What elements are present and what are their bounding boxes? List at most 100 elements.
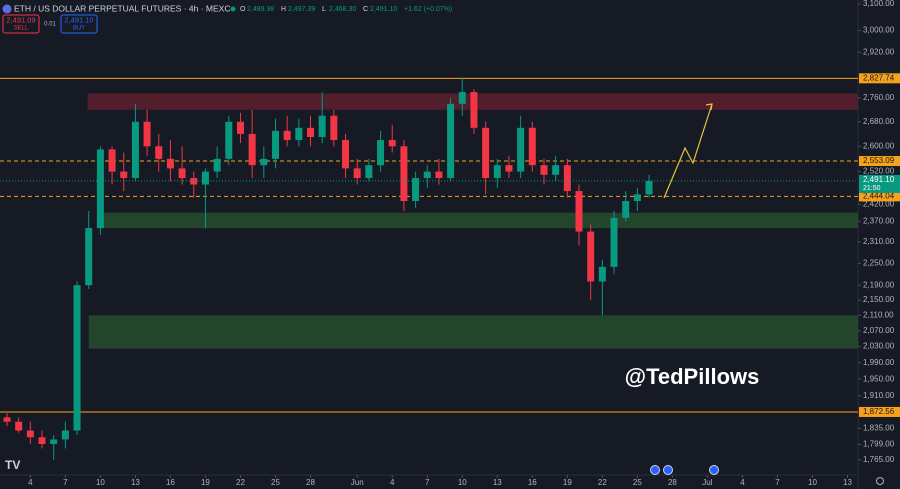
event-flag[interactable]	[650, 465, 660, 475]
level-label: 1,872.56	[863, 407, 895, 416]
spread: 0.01	[44, 22, 56, 28]
y-tick-label: 2,920.00	[863, 47, 895, 56]
buy-label: BUY	[73, 26, 85, 32]
zone	[100, 212, 858, 229]
x-tick-label: 7	[63, 478, 68, 487]
symbol-icon	[2, 4, 12, 14]
ohlc-value: 2,491.10	[370, 6, 397, 13]
candle-body	[178, 168, 186, 179]
x-tick-label: 28	[306, 478, 315, 487]
candle-body	[225, 121, 233, 159]
plot	[0, 77, 858, 460]
level-label: 2,444.04	[863, 191, 895, 200]
level-label: 2,553.09	[863, 156, 895, 165]
x-tick-label: 13	[131, 478, 140, 487]
x-tick-label: 7	[425, 478, 430, 487]
buy-button[interactable]	[60, 14, 98, 34]
candle-body	[447, 103, 455, 179]
ohlc-key: C	[363, 6, 368, 13]
event-flag[interactable]	[709, 465, 719, 475]
candle-body	[131, 121, 139, 179]
level-label-box	[859, 191, 900, 202]
sell-button[interactable]	[2, 14, 40, 34]
level-label: 2,827.74	[863, 73, 895, 82]
watermark: @TedPillows	[625, 364, 760, 389]
y-tick-label: 2,760.00	[863, 93, 895, 102]
sell-label: SELL	[14, 26, 29, 32]
candle-body	[563, 165, 571, 192]
x-tick-label: 4	[28, 478, 33, 487]
candle-body	[552, 165, 560, 175]
last-price-label: 2,491.10	[863, 175, 895, 184]
symbol-title: ETH / US DOLLAR PERPETUAL FUTURES · 4h ·…	[14, 3, 230, 13]
x-tick-label: 10	[808, 478, 817, 487]
x-tick-label: 10	[458, 478, 467, 487]
candle-body	[505, 165, 513, 172]
candle-body	[15, 421, 23, 431]
y-tick-label: 1,950.00	[863, 374, 895, 383]
x-tick-label: 19	[563, 478, 572, 487]
candle-body	[50, 439, 58, 444]
countdown: 21:50	[863, 185, 881, 192]
candle-body	[377, 140, 385, 166]
x-tick-label: 13	[493, 478, 502, 487]
y-tick-label: 3,100.00	[863, 0, 895, 8]
candle-body	[330, 115, 338, 141]
x-tick-label: 22	[236, 478, 245, 487]
candle-body	[213, 158, 221, 172]
level-label-box	[859, 406, 900, 417]
x-tick-label: 28	[668, 478, 677, 487]
candle-body	[143, 121, 151, 147]
y-tick-label: 2,150.00	[863, 295, 895, 304]
y-tick-label: 3,000.00	[863, 26, 895, 35]
candle-body	[295, 127, 303, 141]
candle-body	[633, 194, 641, 202]
candle-body	[85, 228, 93, 286]
ohlc-key: H	[281, 6, 286, 13]
ohlc-key: L	[322, 6, 326, 13]
y-tick-label: 1,910.00	[863, 391, 895, 400]
candle-body	[260, 158, 268, 166]
candle-body	[3, 417, 11, 422]
y-tick-label: 2,680.00	[863, 117, 895, 126]
candle-body	[353, 168, 361, 179]
candle-body	[73, 285, 81, 431]
candle-body	[120, 171, 128, 179]
buy-price: 2,491.10	[64, 15, 93, 24]
candle-body	[587, 231, 595, 282]
y-tick-label: 1,990.00	[863, 358, 895, 367]
y-tick-label: 2,420.00	[863, 199, 895, 208]
tradingview-logo: TV	[5, 458, 20, 472]
x-tick-label: 10	[96, 478, 105, 487]
candle-body	[482, 127, 490, 179]
candle-body	[528, 127, 536, 166]
zone	[88, 315, 858, 349]
x-tick-label: 25	[633, 478, 642, 487]
y-tick-label: 2,520.00	[863, 167, 895, 176]
candle-body	[342, 140, 350, 169]
y-tick-label: 1,835.00	[863, 423, 895, 432]
candle-body	[493, 165, 501, 179]
x-tick-label: Jul	[702, 478, 712, 487]
y-tick-label: 2,310.00	[863, 237, 895, 246]
ohlc-key: O	[240, 6, 246, 13]
candle-body	[236, 121, 244, 134]
projection-arrow	[663, 103, 713, 199]
candle-body	[248, 133, 256, 166]
x-tick-label: 13	[843, 478, 852, 487]
y-tick-label: 2,250.00	[863, 258, 895, 267]
candle-body	[458, 92, 466, 104]
event-flag[interactable]	[663, 465, 673, 475]
candle-body	[283, 130, 291, 141]
candle-body	[435, 171, 443, 179]
candle-body	[610, 217, 618, 267]
x-tick-label: 25	[271, 478, 280, 487]
settings-icon[interactable]	[876, 477, 884, 485]
y-tick-label: 2,370.00	[863, 216, 895, 225]
y-tick-label: 2,600.00	[863, 141, 895, 150]
x-tick-label: Jun	[351, 478, 364, 487]
candle-body	[155, 146, 163, 159]
y-tick-label: 2,030.00	[863, 342, 895, 351]
